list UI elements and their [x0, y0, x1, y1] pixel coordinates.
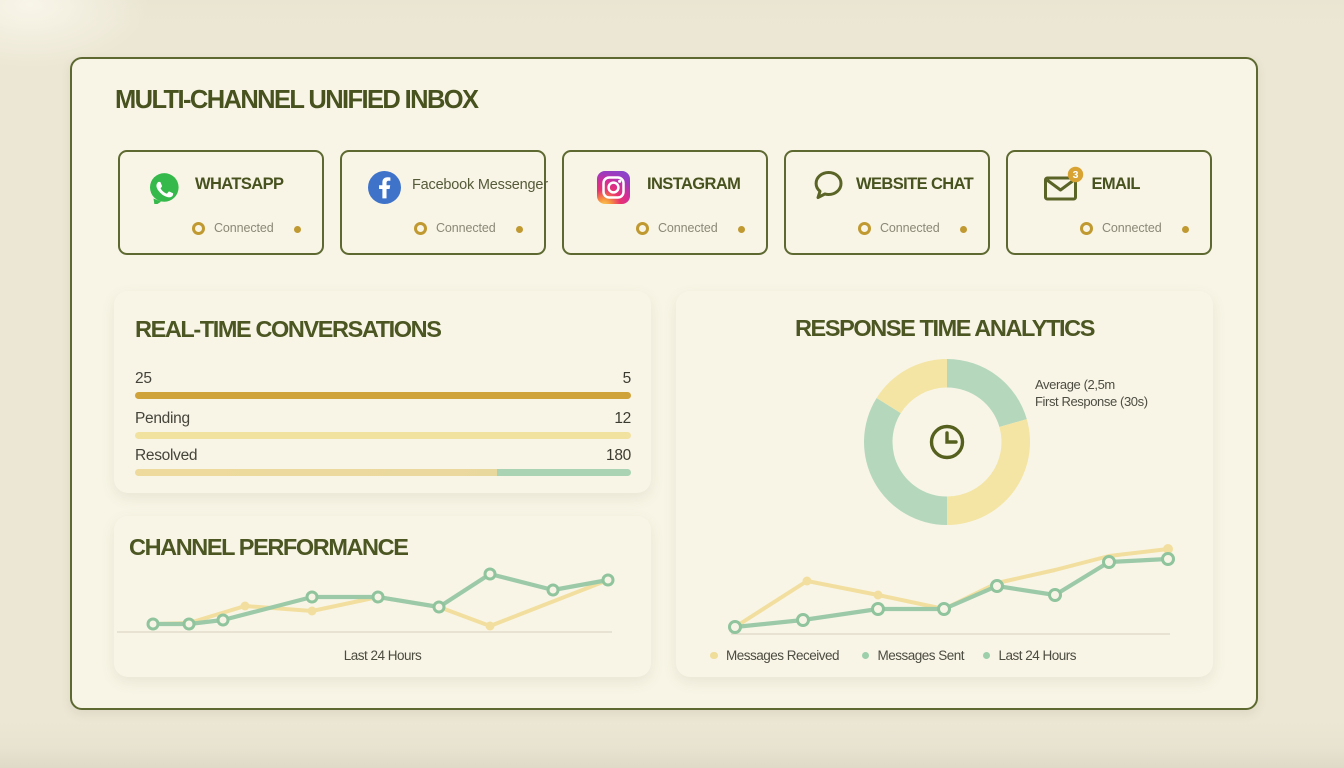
svg-text:3: 3 — [1073, 169, 1079, 181]
